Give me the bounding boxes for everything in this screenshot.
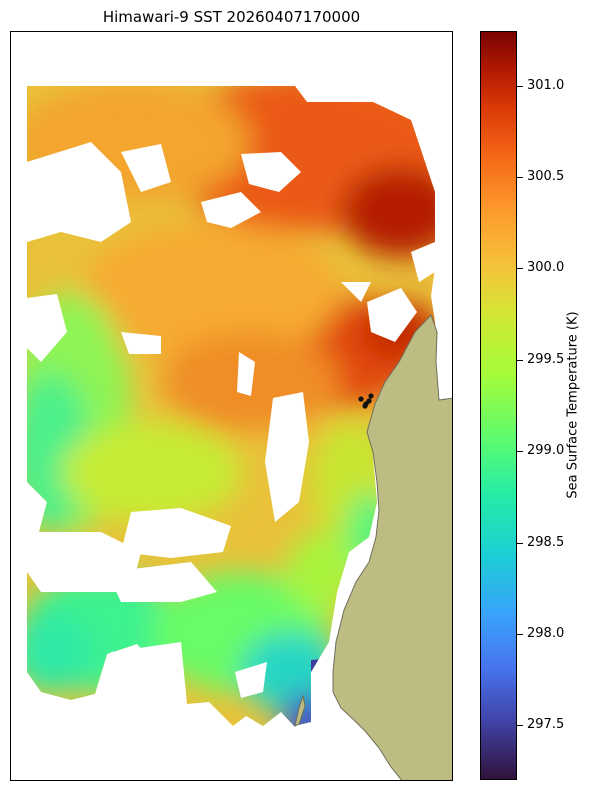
colorbar xyxy=(480,31,517,780)
colorbar-tick-label: 299.0 xyxy=(527,443,565,459)
colorbar-tick-label: 300.0 xyxy=(527,260,565,276)
colorbar-tick-label: 297.5 xyxy=(527,717,565,733)
colorbar-tick-mark xyxy=(517,85,523,87)
marker-point xyxy=(358,396,364,402)
colorbar-tick-label: 298.5 xyxy=(527,534,565,550)
map-title: Himawari-9 SST 20260407170000 xyxy=(102,8,361,26)
colorbar-tick-label: 298.0 xyxy=(527,625,565,641)
observation-markers xyxy=(358,393,374,409)
colorbar-tick-mark xyxy=(517,359,523,361)
colorbar-tick-mark xyxy=(517,268,523,270)
sst-map xyxy=(27,86,452,780)
landmass xyxy=(332,314,452,780)
colorbar-tick-label: 300.5 xyxy=(527,169,565,185)
map-panel xyxy=(10,31,453,781)
colorbar-tick-mark xyxy=(517,633,523,635)
colorbar-label: Sea Surface Temperature (K) xyxy=(565,311,581,499)
marker-point xyxy=(366,398,372,404)
marker-point xyxy=(362,403,368,409)
no-data-gaps xyxy=(27,142,435,722)
marker-point xyxy=(368,393,374,399)
small-island xyxy=(294,694,306,727)
colorbar-tick-mark xyxy=(517,542,523,544)
colorbar-tick-mark xyxy=(517,725,523,727)
colorbar-tick-mark xyxy=(517,451,523,453)
colorbar-tick-mark xyxy=(517,177,523,179)
colorbar-tick-label: 299.5 xyxy=(527,351,565,367)
colorbar-tick-label: 301.0 xyxy=(527,77,565,93)
